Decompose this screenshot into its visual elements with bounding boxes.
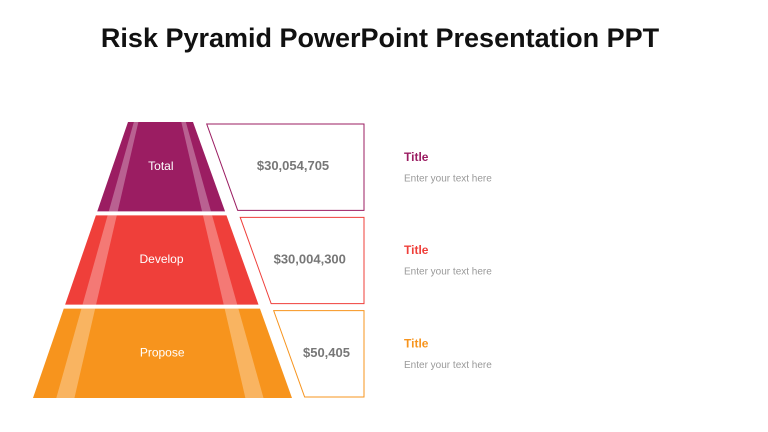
tier-stripe: [224, 308, 264, 398]
amount: $30,054,705: [257, 158, 329, 173]
tier-stripe: [202, 215, 238, 305]
item-heading: Title: [404, 337, 429, 351]
amount: $50,405: [303, 345, 350, 360]
tier-stripe: [108, 122, 139, 212]
pyramid-tier: [97, 122, 226, 212]
amount-box: [206, 123, 365, 211]
amount-box: [239, 216, 365, 305]
pyramid-tier: [65, 215, 259, 305]
pyramid-tier: [33, 308, 292, 398]
item-text: Enter your text here: [404, 173, 492, 184]
tier-label: Propose: [140, 346, 185, 360]
amount-box: [272, 310, 365, 398]
tier-label: Develop: [139, 252, 183, 266]
tier-stripe: [56, 308, 96, 398]
item-text: Enter your text here: [404, 360, 492, 371]
slide-title: Risk Pyramid PowerPoint Presentation PPT: [101, 23, 660, 53]
item-heading: Title: [404, 243, 429, 257]
item-heading: Title: [404, 150, 429, 164]
tier-stripe: [181, 122, 211, 212]
tier-label: Total: [148, 159, 173, 173]
item-text: Enter your text here: [404, 267, 492, 278]
tier-stripe: [82, 215, 117, 305]
amount: $30,004,300: [274, 251, 346, 266]
